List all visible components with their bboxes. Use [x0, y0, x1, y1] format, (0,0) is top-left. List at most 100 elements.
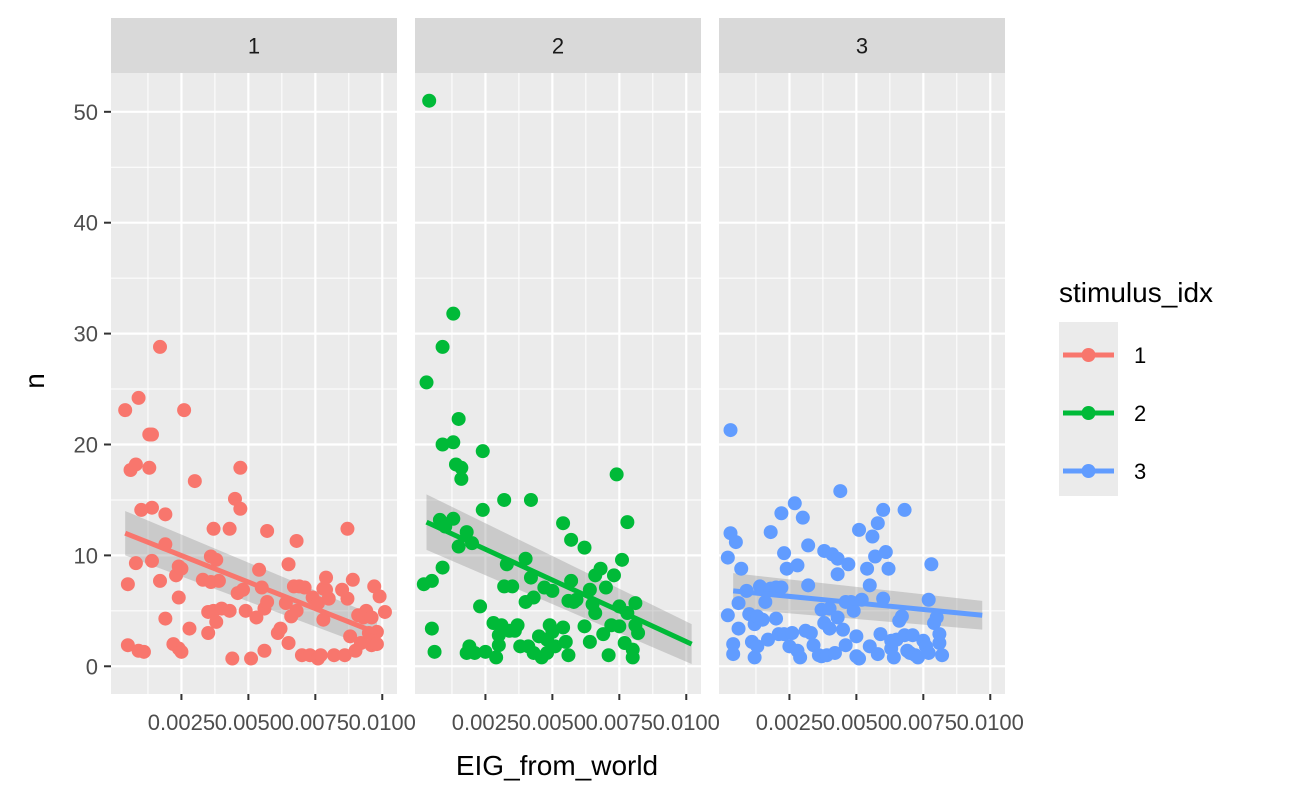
data-point: [446, 435, 461, 450]
data-point: [424, 621, 439, 636]
data-point: [932, 627, 947, 642]
fit-line-2: [425, 519, 693, 647]
data-point: [131, 390, 146, 405]
x-tick-label: 0.0050: [519, 710, 586, 735]
data-point: [489, 650, 504, 665]
data-point: [454, 460, 469, 475]
data-point: [153, 339, 168, 354]
data-point: [459, 525, 474, 540]
data-point: [761, 632, 776, 647]
data-point: [209, 614, 224, 629]
data-point: [755, 612, 770, 627]
x-tick-label: 0.0075: [282, 710, 349, 735]
data-point: [187, 474, 202, 489]
data-point: [747, 650, 762, 665]
data-point: [897, 502, 912, 517]
data-point: [128, 556, 143, 571]
data-point: [860, 561, 875, 576]
data-point: [593, 561, 608, 576]
data-point: [345, 572, 360, 587]
legend-title: stimulus_idx: [1059, 277, 1213, 308]
data-point: [260, 594, 275, 609]
facet-panel-2: 2 0.0025 0.0050 0.0075 0.0100: [415, 18, 720, 735]
y-tick-label: 50: [74, 100, 98, 125]
data-point: [174, 561, 189, 576]
data-point: [454, 471, 469, 486]
data-point: [523, 492, 538, 507]
data-point: [419, 375, 434, 390]
data-point: [720, 550, 735, 565]
data-point: [625, 650, 640, 665]
data-point: [910, 650, 925, 665]
x-tick-label: 0.0100: [349, 710, 416, 735]
data-point: [475, 502, 490, 517]
data-point: [177, 403, 192, 418]
data-point: [785, 626, 800, 641]
data-point: [558, 634, 573, 649]
data-point: [795, 510, 810, 525]
y-tick-label: 40: [74, 211, 98, 236]
data-point: [763, 525, 778, 540]
legend: stimulus_idx 1 2 3: [1059, 277, 1213, 496]
data-point: [801, 578, 816, 593]
data-point: [244, 651, 259, 666]
y-axis-title: n: [19, 373, 50, 389]
data-point: [158, 507, 173, 522]
data-point: [849, 629, 864, 644]
data-point: [905, 628, 920, 643]
data-point: [211, 573, 226, 588]
data-point: [257, 643, 272, 658]
data-point: [446, 306, 461, 321]
facet-panel-3: 3 0.0025 0.0050 0.0075 0.0100: [719, 18, 1024, 735]
data-point: [577, 540, 592, 555]
data-point: [620, 515, 635, 530]
data-point: [364, 610, 379, 625]
data-point: [561, 648, 576, 663]
data-point: [720, 608, 735, 623]
data-point: [510, 618, 525, 633]
legend-key-point-3: [1081, 464, 1096, 478]
x-tick-label: 0.0025: [452, 710, 519, 735]
data-point: [473, 599, 488, 614]
data-point: [628, 596, 643, 611]
data-point: [835, 622, 850, 637]
data-point: [779, 561, 794, 576]
data-point: [929, 610, 944, 625]
data-point: [577, 619, 592, 634]
data-point: [153, 573, 168, 588]
data-point: [478, 644, 493, 659]
data-point: [894, 609, 909, 624]
legend-label-2: 2: [1134, 401, 1146, 426]
data-point: [833, 484, 848, 499]
data-point: [868, 549, 883, 564]
data-point: [878, 545, 893, 560]
data-point: [556, 620, 571, 635]
legend-label-1: 1: [1134, 343, 1146, 368]
data-point: [870, 516, 885, 531]
data-point: [435, 560, 450, 575]
facet-strip-label: 2: [552, 34, 564, 59]
data-point: [612, 619, 627, 634]
data-point: [726, 637, 741, 652]
data-point: [427, 644, 442, 659]
data-point: [144, 427, 159, 442]
data-point: [505, 579, 520, 594]
data-point: [852, 522, 867, 537]
panel-background: [111, 73, 397, 694]
data-point: [340, 591, 355, 606]
data-point: [353, 635, 368, 650]
data-point: [222, 603, 237, 618]
data-point: [424, 573, 439, 588]
data-point: [206, 521, 221, 536]
data-point: [731, 596, 746, 611]
data-point: [134, 502, 149, 517]
data-point: [118, 403, 133, 418]
data-point: [120, 577, 135, 592]
data-point: [158, 611, 173, 626]
data-point: [615, 552, 630, 567]
data-point: [609, 467, 624, 482]
data-point: [876, 591, 891, 606]
data-point: [921, 592, 936, 607]
data-point: [935, 648, 950, 663]
